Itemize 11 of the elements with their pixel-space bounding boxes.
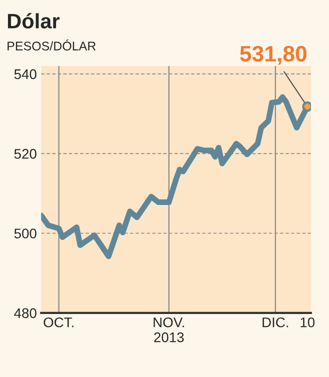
y-tick-label: 520 (14, 148, 36, 159)
x-tick-label: OCT. (44, 317, 74, 328)
y-axis-title: PESOS/DÓLAR (8, 40, 96, 50)
x-tick-label: NOV. 2013 (154, 317, 184, 342)
y-tick-label: 540 (14, 69, 36, 80)
x-tick-label: DIC. (262, 317, 288, 328)
annotation: 531,80 (240, 46, 306, 65)
x-tick-label: 10 (300, 317, 315, 328)
chart-title: Dólar (8, 13, 60, 28)
y-tick-label: 480 (14, 308, 36, 318)
y-tick-label: 500 (14, 228, 36, 238)
